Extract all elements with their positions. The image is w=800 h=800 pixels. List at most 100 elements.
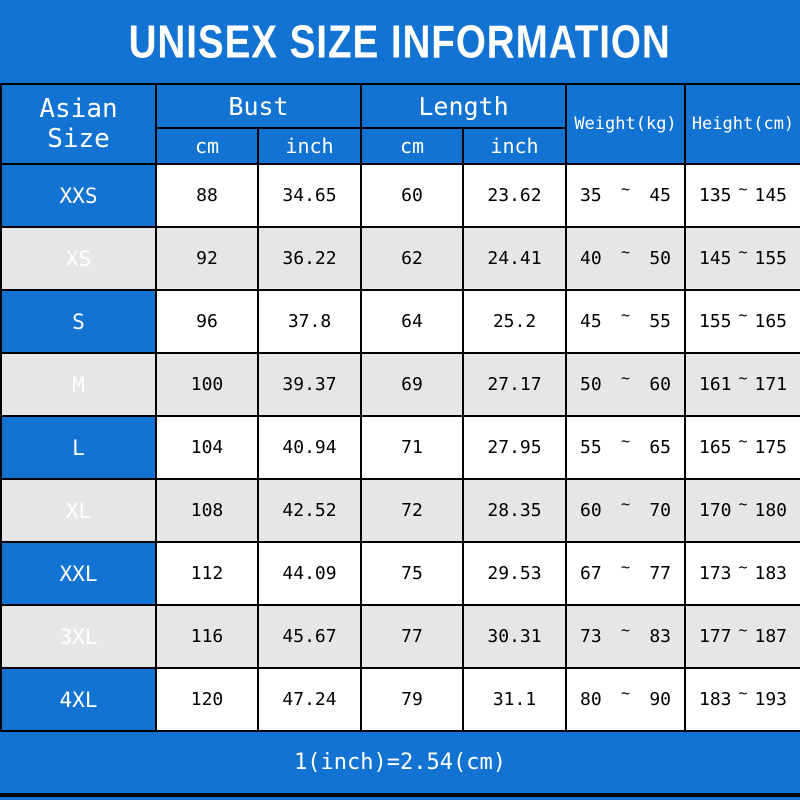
tilde-symbol: ~ [738, 369, 748, 387]
weight-range-min: 45 [580, 311, 602, 332]
weight-range-wrap: 40 ~50 [567, 243, 684, 269]
weight-range-min: 35 [580, 185, 602, 206]
tilde-symbol: ~ [738, 306, 748, 324]
height-range-min: 170 [699, 500, 732, 521]
length-cm-value: 72 [360, 478, 464, 543]
size-label: 3XL [0, 604, 157, 669]
title-bar: UNISEX SIZE INFORMATION [0, 0, 800, 83]
height-range-max: 165 [754, 311, 787, 332]
length-cm-header: cm [360, 127, 464, 165]
weight-range-max: 60 [649, 374, 671, 395]
length-inch-header: inch [462, 127, 567, 165]
size-label: XL [0, 478, 157, 543]
weight-range-min: 55 [580, 437, 602, 458]
bust-cm-value: 96 [155, 289, 259, 354]
table-row: XXL 112 44.09 75 29.53 67 ~77 173 ~183 [0, 541, 800, 606]
height-range-wrap: 135 ~145 [686, 180, 800, 206]
length-cm-value: 62 [360, 226, 464, 291]
height-range: 170 ~180 [684, 478, 800, 543]
length-cm-value: 79 [360, 667, 464, 732]
tilde-symbol: ~ [738, 243, 748, 261]
weight-range-wrap: 35 ~45 [567, 180, 684, 206]
tilde-symbol: ~ [738, 621, 748, 639]
height-range-min: 177 [699, 626, 732, 647]
length-inch-value: 31.1 [462, 667, 567, 732]
height-range: 165 ~175 [684, 415, 800, 480]
tilde-symbol: ~ [738, 432, 748, 450]
length-cm-value: 64 [360, 289, 464, 354]
bust-inch-value: 45.67 [257, 604, 362, 669]
weight-range-min: 80 [580, 689, 602, 710]
table-row: 3XL 116 45.67 77 30.31 73 ~83 177 ~187 [0, 604, 800, 669]
bust-inch-header: inch [257, 127, 362, 165]
length-inch-value: 28.35 [462, 478, 567, 543]
tilde-symbol: ~ [620, 243, 631, 261]
height-range: 173 ~183 [684, 541, 800, 606]
bust-cm-value: 92 [155, 226, 259, 291]
tilde-symbol: ~ [620, 180, 631, 198]
size-table: Asian Size Bust Length Weight(kg) Height… [0, 83, 800, 732]
footer-bar: 1(inch)=2.54(cm) [0, 732, 800, 797]
table-row: XXS 88 34.65 60 23.62 35 ~45 135 ~145 [0, 163, 800, 228]
weight-range: 50 ~60 [565, 352, 686, 417]
bust-header: Bust [155, 83, 362, 129]
height-range-wrap: 161 ~171 [686, 369, 800, 395]
bust-inch-value: 42.52 [257, 478, 362, 543]
weight-range: 60 ~70 [565, 478, 686, 543]
size-label: XS [0, 226, 157, 291]
weight-range-wrap: 50 ~60 [567, 369, 684, 395]
height-range-max: 183 [754, 563, 787, 584]
height-range: 135 ~145 [684, 163, 800, 228]
size-label: S [0, 289, 157, 354]
bust-cm-value: 104 [155, 415, 259, 480]
table-row: S 96 37.8 64 25.2 45 ~55 155 ~165 [0, 289, 800, 354]
height-range-wrap: 183 ~193 [686, 684, 800, 710]
length-cm-value: 75 [360, 541, 464, 606]
bust-inch-value: 37.8 [257, 289, 362, 354]
table-row: L 104 40.94 71 27.95 55 ~65 165 ~175 [0, 415, 800, 480]
weight-range: 55 ~65 [565, 415, 686, 480]
size-label: M [0, 352, 157, 417]
weight-range-min: 60 [580, 500, 602, 521]
height-range-max: 187 [754, 626, 787, 647]
weight-range-max: 55 [649, 311, 671, 332]
bust-inch-value: 47.24 [257, 667, 362, 732]
weight-range-wrap: 45 ~55 [567, 306, 684, 332]
header-row-units: cm inch cm inch [1, 127, 800, 165]
conversion-note: 1(inch)=2.54(cm) [294, 750, 506, 775]
height-range-min: 173 [699, 563, 732, 584]
weight-header: Weight(kg) [565, 83, 686, 165]
tilde-symbol: ~ [620, 306, 631, 324]
length-inch-value: 24.41 [462, 226, 567, 291]
height-range-min: 183 [699, 689, 732, 710]
asian-size-header: Asian Size [0, 83, 157, 165]
table-row: 4XL 120 47.24 79 31.1 80 ~90 183 ~193 [0, 667, 800, 732]
weight-range-max: 83 [649, 626, 671, 647]
weight-range-max: 65 [649, 437, 671, 458]
bust-inch-value: 39.37 [257, 352, 362, 417]
tilde-symbol: ~ [738, 180, 748, 198]
bust-cm-value: 88 [155, 163, 259, 228]
bust-inch-value: 44.09 [257, 541, 362, 606]
size-label: L [0, 415, 157, 480]
bust-cm-value: 112 [155, 541, 259, 606]
weight-range: 40 ~50 [565, 226, 686, 291]
tilde-symbol: ~ [620, 369, 631, 387]
weight-range-max: 70 [649, 500, 671, 521]
weight-range: 45 ~55 [565, 289, 686, 354]
weight-range-max: 90 [649, 689, 671, 710]
length-inch-value: 25.2 [462, 289, 567, 354]
height-range-min: 135 [699, 185, 732, 206]
height-range: 183 ~193 [684, 667, 800, 732]
tilde-symbol: ~ [620, 432, 631, 450]
tilde-symbol: ~ [620, 621, 631, 639]
height-range-min: 165 [699, 437, 732, 458]
length-cm-value: 69 [360, 352, 464, 417]
weight-range-wrap: 60 ~70 [567, 495, 684, 521]
height-range-wrap: 145 ~155 [686, 243, 800, 269]
length-inch-value: 30.31 [462, 604, 567, 669]
weight-range: 35 ~45 [565, 163, 686, 228]
weight-range-wrap: 55 ~65 [567, 432, 684, 458]
length-cm-value: 77 [360, 604, 464, 669]
weight-range: 73 ~83 [565, 604, 686, 669]
